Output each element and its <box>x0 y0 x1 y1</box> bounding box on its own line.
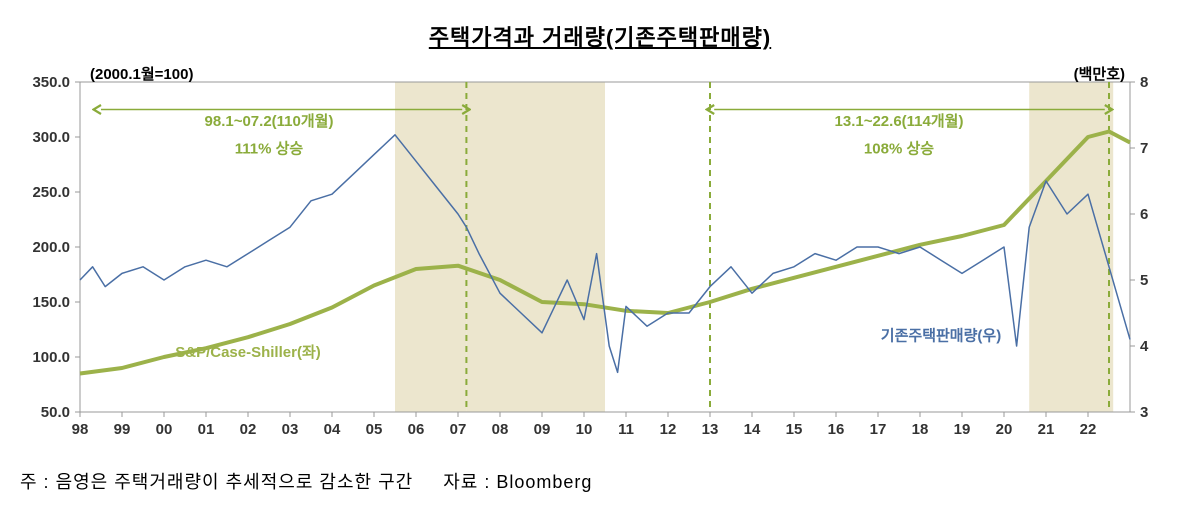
y-left-tick: 250.0 <box>32 184 70 201</box>
footnote-right: 자료 : Bloomberg <box>443 472 592 492</box>
x-tick: 18 <box>912 421 929 438</box>
x-tick: 00 <box>156 421 173 438</box>
x-tick: 03 <box>282 421 299 438</box>
annotation: 108% 상승 <box>864 141 934 158</box>
y-right-tick: 5 <box>1140 272 1148 289</box>
series-label: 기존주택판매량(우) <box>881 327 1001 345</box>
shaded-band <box>395 82 466 412</box>
y-left-tick: 350.0 <box>32 74 70 91</box>
annotation: 13.1~22.6(114개월) <box>835 112 964 130</box>
y-left-tick: 150.0 <box>32 294 70 311</box>
y-right-tick: 7 <box>1140 140 1148 157</box>
x-tick: 19 <box>954 421 971 438</box>
x-tick: 02 <box>240 421 257 438</box>
x-tick: 11 <box>618 421 634 438</box>
y-right-tick: 6 <box>1140 206 1148 223</box>
y-left-tick: 100.0 <box>32 349 70 366</box>
annotation: 98.1~07.2(110개월) <box>205 112 334 130</box>
x-tick: 16 <box>828 421 845 438</box>
x-tick: 98 <box>72 421 89 438</box>
x-tick: 04 <box>324 421 341 438</box>
y-left-tick: 50.0 <box>41 404 70 421</box>
y-left-tick: 200.0 <box>32 239 70 256</box>
x-tick: 99 <box>114 421 131 438</box>
footnote-left: 주 : 음영은 주택거래량이 추세적으로 감소한 구간 <box>20 472 413 492</box>
x-tick: 21 <box>1038 421 1055 438</box>
chart-svg: 50.0 100.0 150.0 200.0 250.0 300.0 350.0 3 4 5 6 7 8… <box>20 62 1180 462</box>
chart-container: 50.0 100.0 150.0 200.0 250.0 300.0 350.0 3 4 5 6 7 8… <box>20 62 1180 462</box>
x-tick: 08 <box>492 421 509 438</box>
footnote: 주 : 음영은 주택거래량이 추세적으로 감소한 구간 자료 : Bloombe… <box>20 468 1180 494</box>
x-tick: 07 <box>450 421 467 438</box>
annotation: 111% 상승 <box>235 141 304 158</box>
series-label: S&P/Case-Shiller(좌) <box>175 344 321 361</box>
shaded-band <box>1029 82 1113 412</box>
x-tick: 13 <box>702 421 719 438</box>
shaded-band <box>466 82 605 412</box>
y-right-tick: 3 <box>1140 404 1148 421</box>
chart-title: 주택가격과 거래량(기존주택판매량) <box>20 20 1180 52</box>
x-tick: 15 <box>786 421 803 438</box>
x-tick: 14 <box>744 421 761 438</box>
x-tick: 01 <box>198 421 215 438</box>
x-tick: 06 <box>408 421 425 438</box>
x-tick: 20 <box>996 421 1013 438</box>
left-unit: (2000.1월=100) <box>90 66 193 83</box>
x-tick: 10 <box>576 421 593 438</box>
y-right-tick: 8 <box>1140 74 1148 91</box>
x-tick: 22 <box>1080 421 1097 438</box>
y-left-tick: 300.0 <box>32 129 70 146</box>
x-tick: 05 <box>366 421 383 438</box>
x-tick: 17 <box>870 421 887 438</box>
x-tick: 12 <box>660 421 677 438</box>
x-tick: 09 <box>534 421 551 438</box>
right-unit: (백만호) <box>1074 66 1125 83</box>
y-right-tick: 4 <box>1140 338 1149 355</box>
